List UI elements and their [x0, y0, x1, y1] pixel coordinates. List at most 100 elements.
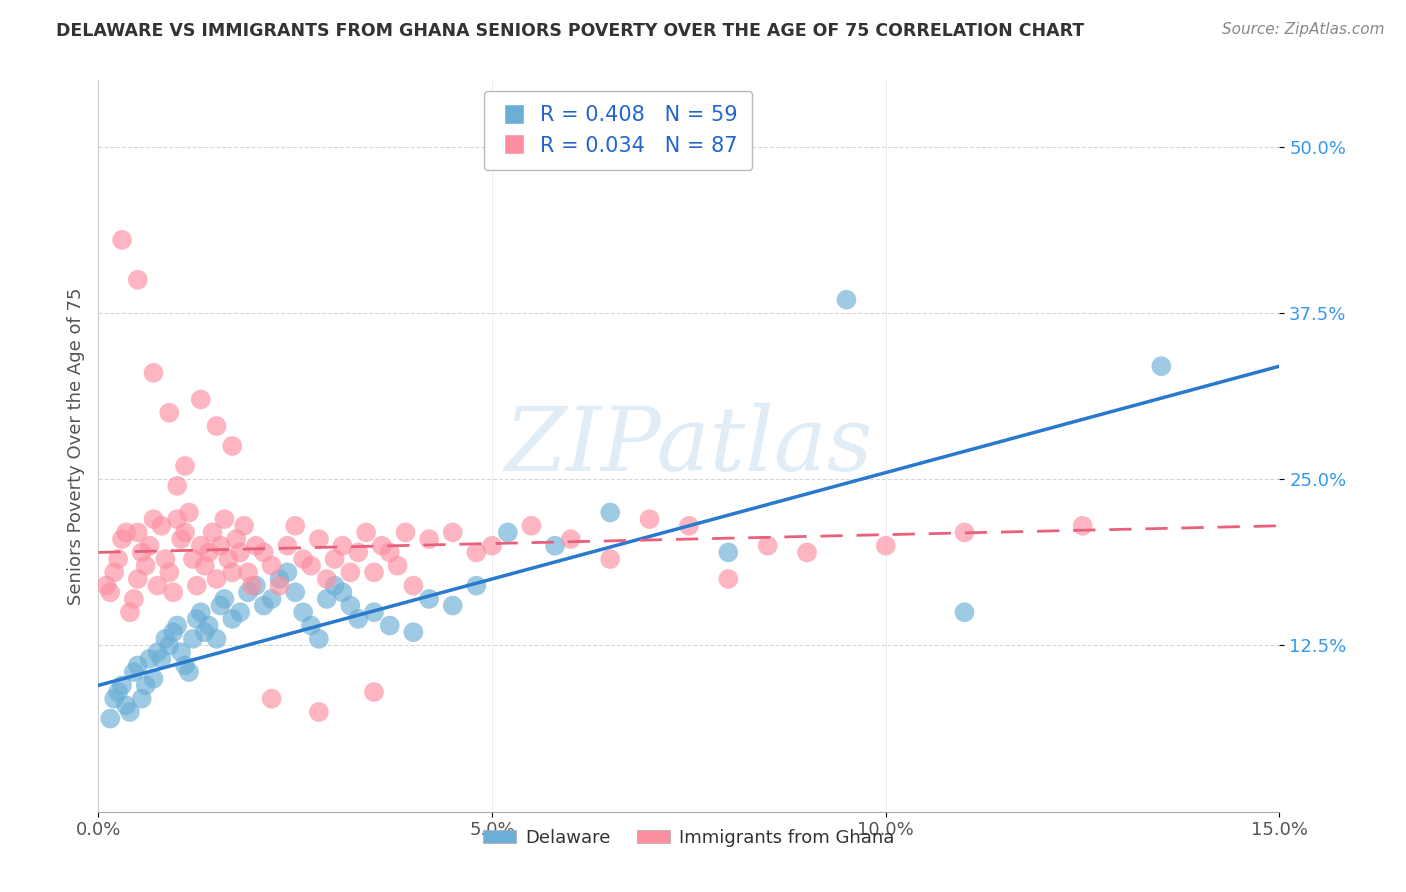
Point [150, 652, 173, 666]
Point [115, 525, 138, 540]
Point [166, 512, 188, 526]
Point [371, 539, 394, 553]
Point [638, 512, 661, 526]
Point [127, 572, 149, 586]
Point [122, 591, 145, 606]
Point [166, 618, 188, 632]
Point [122, 665, 145, 679]
Point [174, 458, 197, 473]
Point [315, 591, 337, 606]
Point [107, 552, 129, 566]
Point [190, 539, 212, 553]
Point [284, 585, 307, 599]
Point [186, 612, 208, 626]
Point [308, 632, 330, 646]
Point [276, 539, 298, 553]
Point [127, 658, 149, 673]
Point [201, 525, 224, 540]
Point [107, 685, 129, 699]
Point [138, 539, 160, 553]
Point [146, 645, 169, 659]
Point [323, 579, 346, 593]
Point [142, 672, 165, 686]
Point [260, 558, 283, 573]
Text: ZIPatlas: ZIPatlas [505, 402, 873, 490]
Point [441, 525, 464, 540]
Point [560, 532, 582, 546]
Point [245, 579, 267, 593]
Point [157, 639, 180, 653]
Point [496, 525, 519, 540]
Point [332, 585, 354, 599]
Point [155, 632, 177, 646]
Point [118, 605, 141, 619]
Point [363, 566, 385, 580]
Text: Source: ZipAtlas.com: Source: ZipAtlas.com [1222, 22, 1385, 37]
Point [599, 552, 621, 566]
Point [177, 506, 200, 520]
Point [520, 518, 543, 533]
Point [98, 712, 121, 726]
Point [481, 539, 503, 553]
Point [240, 579, 263, 593]
Point [299, 558, 322, 573]
Point [174, 658, 197, 673]
Point [418, 591, 440, 606]
Point [209, 539, 232, 553]
Point [292, 552, 315, 566]
Point [599, 506, 621, 520]
Point [229, 545, 252, 559]
Point [174, 525, 197, 540]
Point [260, 691, 283, 706]
Point [363, 605, 385, 619]
Point [186, 579, 208, 593]
Point [157, 406, 180, 420]
Point [347, 612, 370, 626]
Point [221, 612, 243, 626]
Point [953, 605, 976, 619]
Point [170, 645, 193, 659]
Point [253, 599, 276, 613]
Point [225, 532, 247, 546]
Point [111, 233, 134, 247]
Point [544, 539, 567, 553]
Point [756, 539, 779, 553]
Point [441, 599, 464, 613]
Point [118, 705, 141, 719]
Point [181, 632, 204, 646]
Point [214, 512, 236, 526]
Point [194, 625, 217, 640]
Point [418, 532, 440, 546]
Point [131, 691, 153, 706]
Point [157, 566, 180, 580]
Point [465, 579, 488, 593]
Point [245, 539, 267, 553]
Point [339, 599, 361, 613]
Point [103, 566, 125, 580]
Point [678, 518, 700, 533]
Point [233, 518, 256, 533]
Point [127, 273, 149, 287]
Point [162, 625, 184, 640]
Point [150, 518, 173, 533]
Point [229, 605, 252, 619]
Point [1071, 518, 1094, 533]
Point [103, 691, 125, 706]
Point [402, 625, 425, 640]
Point [142, 512, 165, 526]
Point [347, 545, 370, 559]
Point [135, 678, 157, 692]
Point [1150, 359, 1173, 374]
Point [96, 579, 118, 593]
Point [135, 558, 157, 573]
Point [127, 525, 149, 540]
Y-axis label: Seniors Poverty Over the Age of 75: Seniors Poverty Over the Age of 75 [66, 287, 84, 605]
Point [276, 566, 298, 580]
Point [402, 579, 425, 593]
Point [323, 552, 346, 566]
Point [387, 558, 409, 573]
Point [205, 632, 228, 646]
Point [394, 525, 416, 540]
Point [166, 479, 188, 493]
Point [217, 552, 239, 566]
